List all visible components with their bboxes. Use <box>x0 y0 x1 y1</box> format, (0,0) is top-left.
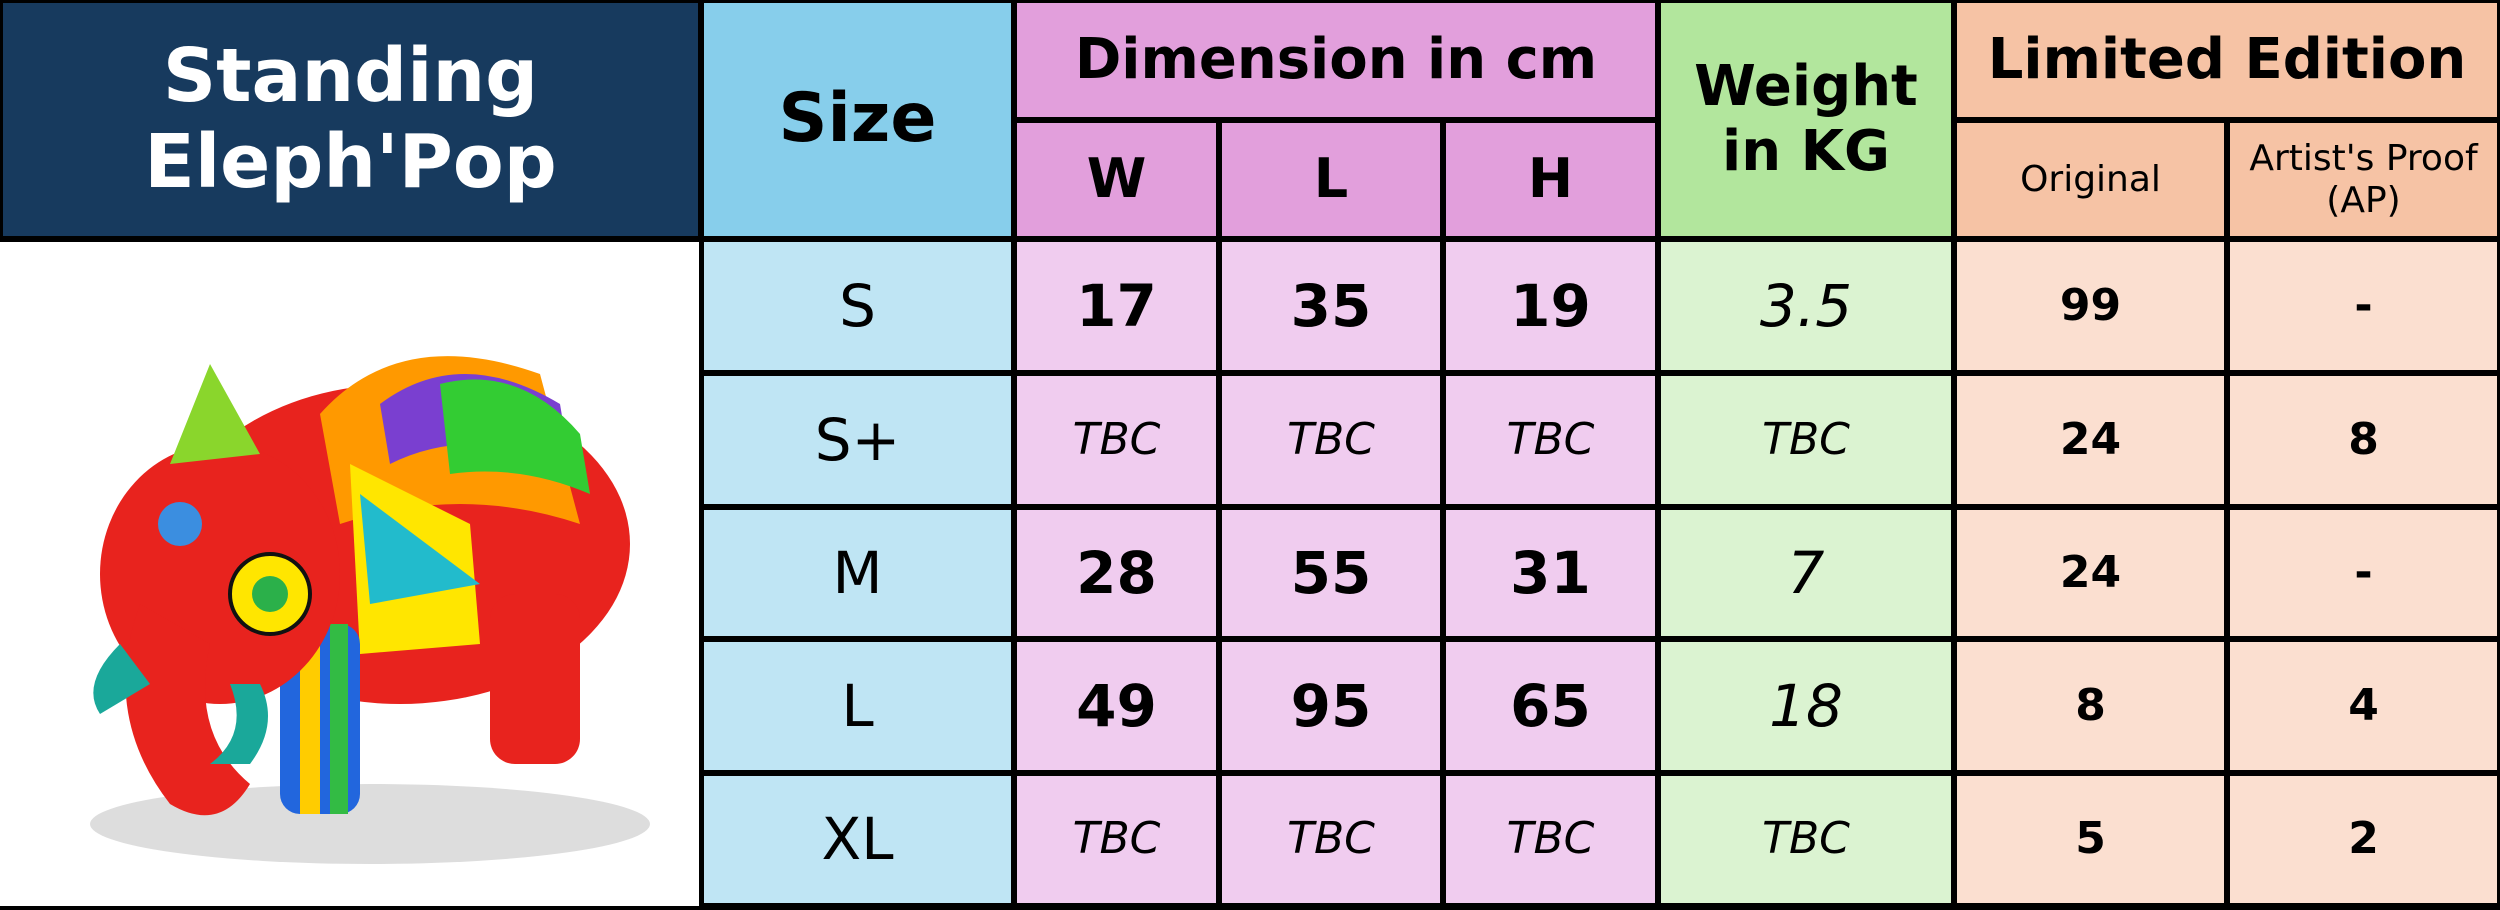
original: 5 <box>1957 776 2224 903</box>
cell-text: 65 <box>1510 671 1591 740</box>
elephant-illustration <box>89 356 650 864</box>
size-header: Size <box>704 3 1011 236</box>
cell-text: 8 <box>2075 679 2106 731</box>
size: S+ <box>704 376 1011 504</box>
height: TBC <box>1446 776 1655 903</box>
artists-proof: 8 <box>2230 376 2497 504</box>
cell-text: 19 <box>1510 271 1591 340</box>
cell-text: TBC <box>1072 813 1161 865</box>
cell-text: L <box>841 671 874 740</box>
edition-column: Original <box>1957 123 2224 236</box>
cell-text: 95 <box>1290 671 1372 740</box>
artists-proof: - <box>2230 242 2497 370</box>
title: Standing Eleph'Pop <box>3 3 698 236</box>
cell-text: - <box>2354 279 2373 331</box>
original: 8 <box>1957 642 2224 770</box>
cell-text: 24 <box>2059 546 2122 598</box>
artists-proof: 2 <box>2230 776 2497 903</box>
cell-text: TBC <box>1072 413 1161 465</box>
height: 31 <box>1446 510 1655 636</box>
weight: 3.5 <box>1661 242 1951 370</box>
size: M <box>704 510 1011 636</box>
weight: TBC <box>1661 376 1951 504</box>
cell-text: 4 <box>2348 679 2379 731</box>
weight: 7 <box>1661 510 1951 636</box>
cell-text: 7 <box>1787 538 1825 607</box>
cell-text: 55 <box>1290 538 1372 607</box>
cell-text: TBC <box>1287 413 1375 465</box>
length: 35 <box>1222 242 1440 370</box>
cell-text: Eleph'Pop <box>144 118 557 205</box>
weight-header: Weight in KG <box>1661 3 1951 236</box>
edition-header: Limited Edition <box>1957 3 2497 117</box>
cell-text: Weight <box>1694 54 1918 120</box>
size: L <box>704 642 1011 770</box>
cell-text: Size <box>778 79 937 159</box>
cell-text: TBC <box>1506 413 1595 465</box>
cell-text: TBC <box>1506 813 1595 865</box>
cell-text: Original <box>2020 158 2161 200</box>
dimension-column: L <box>1222 123 1440 236</box>
original: 99 <box>1957 242 2224 370</box>
size: S <box>704 242 1011 370</box>
cell-text: Limited Edition <box>1987 26 2467 92</box>
height: 19 <box>1446 242 1655 370</box>
dimension-column: W <box>1017 123 1216 236</box>
dimension-column: H <box>1446 123 1655 236</box>
cell-text: Dimension in cm <box>1074 26 1598 92</box>
cell-text: M <box>832 538 883 607</box>
cell-text: 5 <box>2075 813 2106 865</box>
original: 24 <box>1957 510 2224 636</box>
cell-text: 49 <box>1076 671 1157 740</box>
size: XL <box>704 776 1011 903</box>
cell-text: 24 <box>2059 413 2122 465</box>
cell-text: 3.5 <box>1759 271 1853 340</box>
cell-text: Artist's Proof <box>2249 138 2478 180</box>
cell-text: 8 <box>2348 413 2379 465</box>
cell-text: 99 <box>2059 279 2122 331</box>
length: 95 <box>1222 642 1440 770</box>
height: 65 <box>1446 642 1655 770</box>
cell-text: 17 <box>1076 271 1157 340</box>
cell-text: Standing <box>162 33 539 120</box>
length: TBC <box>1222 776 1440 903</box>
length: 55 <box>1222 510 1440 636</box>
cell-text: 28 <box>1076 538 1157 607</box>
width: 17 <box>1017 242 1216 370</box>
height: TBC <box>1446 376 1655 504</box>
length: TBC <box>1222 376 1440 504</box>
cell-text: 18 <box>1769 671 1843 740</box>
cell-text: TBC <box>1762 813 1850 865</box>
cell-text: TBC <box>1762 413 1850 465</box>
dimension-header: Dimension in cm <box>1017 3 1655 117</box>
artists-proof: 4 <box>2230 642 2497 770</box>
cell-text: 2 <box>2348 813 2379 865</box>
cell-text: in KG <box>1722 118 1890 184</box>
artists-proof: - <box>2230 510 2497 636</box>
cell-text: - <box>2354 546 2373 598</box>
width: 49 <box>1017 642 1216 770</box>
cell-text: S <box>839 271 876 340</box>
original: 24 <box>1957 376 2224 504</box>
width: TBC <box>1017 376 1216 504</box>
cell-text: XL <box>821 805 894 874</box>
cell-text: S+ <box>814 405 901 474</box>
edition-column: Artist's Proof (AP) <box>2230 123 2497 236</box>
product-image <box>0 242 699 906</box>
weight: 18 <box>1661 642 1951 770</box>
width: 28 <box>1017 510 1216 636</box>
cell-text: 31 <box>1510 538 1591 607</box>
cell-text: 35 <box>1290 271 1372 340</box>
cell-text: (AP) <box>2326 179 2401 221</box>
cell-text: TBC <box>1287 813 1375 865</box>
cell-text: L <box>1313 147 1349 211</box>
cell-text: W <box>1086 147 1147 211</box>
weight: TBC <box>1661 776 1951 903</box>
width: TBC <box>1017 776 1216 903</box>
cell-text: H <box>1527 147 1574 211</box>
